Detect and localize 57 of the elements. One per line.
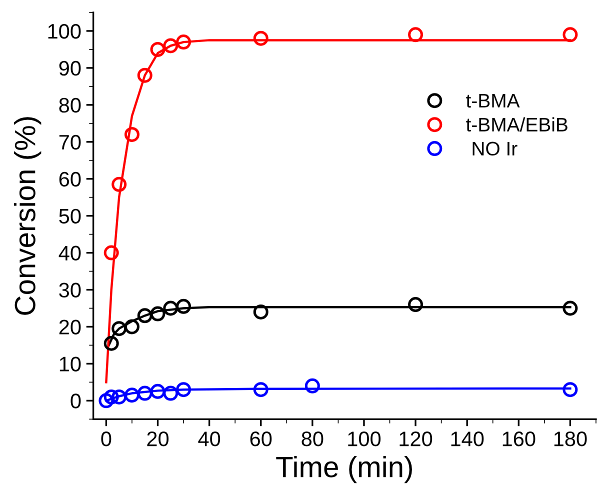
x-tick-label: 160 bbox=[502, 432, 536, 446]
point bbox=[408, 297, 424, 312]
point bbox=[176, 34, 192, 50]
point bbox=[137, 68, 152, 83]
y-tick-label: 30 bbox=[59, 282, 81, 298]
point bbox=[124, 126, 140, 142]
x-tick-label: 100 bbox=[348, 432, 381, 446]
legend-label: t-BMA bbox=[466, 94, 520, 108]
y-tick-label: 90 bbox=[59, 60, 81, 76]
point bbox=[112, 176, 127, 192]
point bbox=[163, 300, 178, 316]
y-axis-title: Conversion (%) bbox=[14, 117, 42, 315]
point bbox=[150, 42, 166, 57]
x-tick-label: 80 bbox=[302, 432, 324, 446]
point bbox=[253, 304, 268, 320]
point bbox=[112, 389, 127, 404]
point bbox=[104, 336, 119, 351]
point bbox=[176, 382, 192, 398]
point bbox=[112, 321, 127, 336]
y-tick-label: 10 bbox=[60, 356, 81, 372]
point bbox=[137, 308, 152, 324]
point bbox=[104, 245, 119, 260]
point bbox=[98, 393, 114, 408]
point bbox=[562, 382, 578, 398]
x-tick-label: 60 bbox=[250, 432, 272, 446]
legend-label: t-BMA/EBiB bbox=[466, 117, 568, 132]
y-tick-label: 20 bbox=[59, 320, 81, 334]
point bbox=[124, 319, 140, 334]
x-tick-label: 140 bbox=[451, 432, 484, 446]
y-tick-label: 50 bbox=[59, 208, 81, 224]
point bbox=[150, 384, 166, 399]
point bbox=[562, 300, 578, 316]
y-tick-label: 100 bbox=[48, 24, 81, 39]
point bbox=[304, 378, 320, 394]
point bbox=[163, 38, 178, 54]
x-tick-label: 0 bbox=[101, 432, 112, 446]
point bbox=[124, 388, 140, 403]
x-tick-label: 20 bbox=[147, 432, 169, 446]
x-tick-label: 180 bbox=[554, 432, 587, 446]
point bbox=[150, 306, 166, 322]
point bbox=[253, 30, 268, 46]
y-tick-label: 40 bbox=[58, 246, 81, 261]
x-tick-label: 40 bbox=[198, 432, 220, 446]
y-tick-label: 80 bbox=[59, 98, 81, 113]
point bbox=[104, 389, 119, 404]
y-tick-label: 60 bbox=[59, 172, 81, 187]
y-tick-label: 70 bbox=[59, 134, 81, 150]
point bbox=[176, 298, 192, 314]
point bbox=[408, 27, 424, 42]
y-tick-label: 0 bbox=[70, 394, 81, 408]
point bbox=[253, 382, 268, 398]
point bbox=[562, 27, 578, 42]
point bbox=[163, 386, 178, 401]
x-axis-title: Time (min) bbox=[276, 456, 412, 484]
legend-label: NO Ir bbox=[472, 142, 518, 156]
point bbox=[137, 386, 152, 401]
x-tick-label: 120 bbox=[400, 432, 432, 446]
